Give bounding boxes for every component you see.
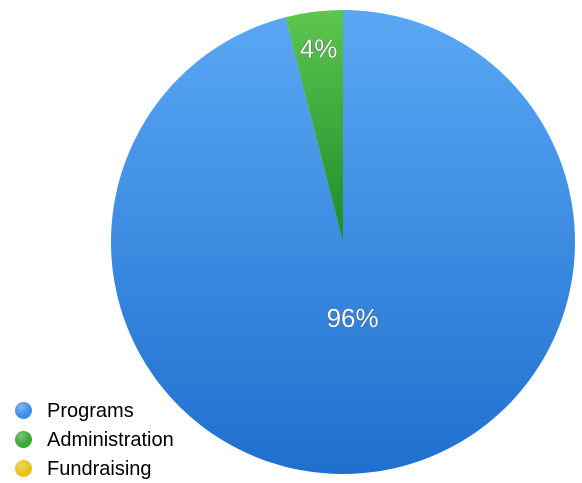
legend-item-programs: Programs xyxy=(15,396,174,425)
legend-swatch-administration xyxy=(15,431,32,448)
pie-value-labels: 96% 4% xyxy=(299,33,379,333)
legend: Programs Administration Fundraising xyxy=(15,396,174,483)
pie-slice-programs xyxy=(110,10,575,475)
legend-swatch-programs xyxy=(15,402,32,419)
legend-label-administration: Administration xyxy=(47,428,174,451)
pie-slice-administration xyxy=(285,10,343,242)
legend-item-administration: Administration xyxy=(15,425,174,454)
legend-item-fundraising: Fundraising xyxy=(15,454,174,483)
pie-slices xyxy=(110,10,575,475)
legend-label-programs: Programs xyxy=(47,399,134,422)
value-label-administration: 4% xyxy=(300,34,338,64)
legend-swatch-fundraising xyxy=(15,460,32,477)
value-label-programs: 96% xyxy=(327,303,379,333)
legend-label-fundraising: Fundraising xyxy=(47,457,152,480)
